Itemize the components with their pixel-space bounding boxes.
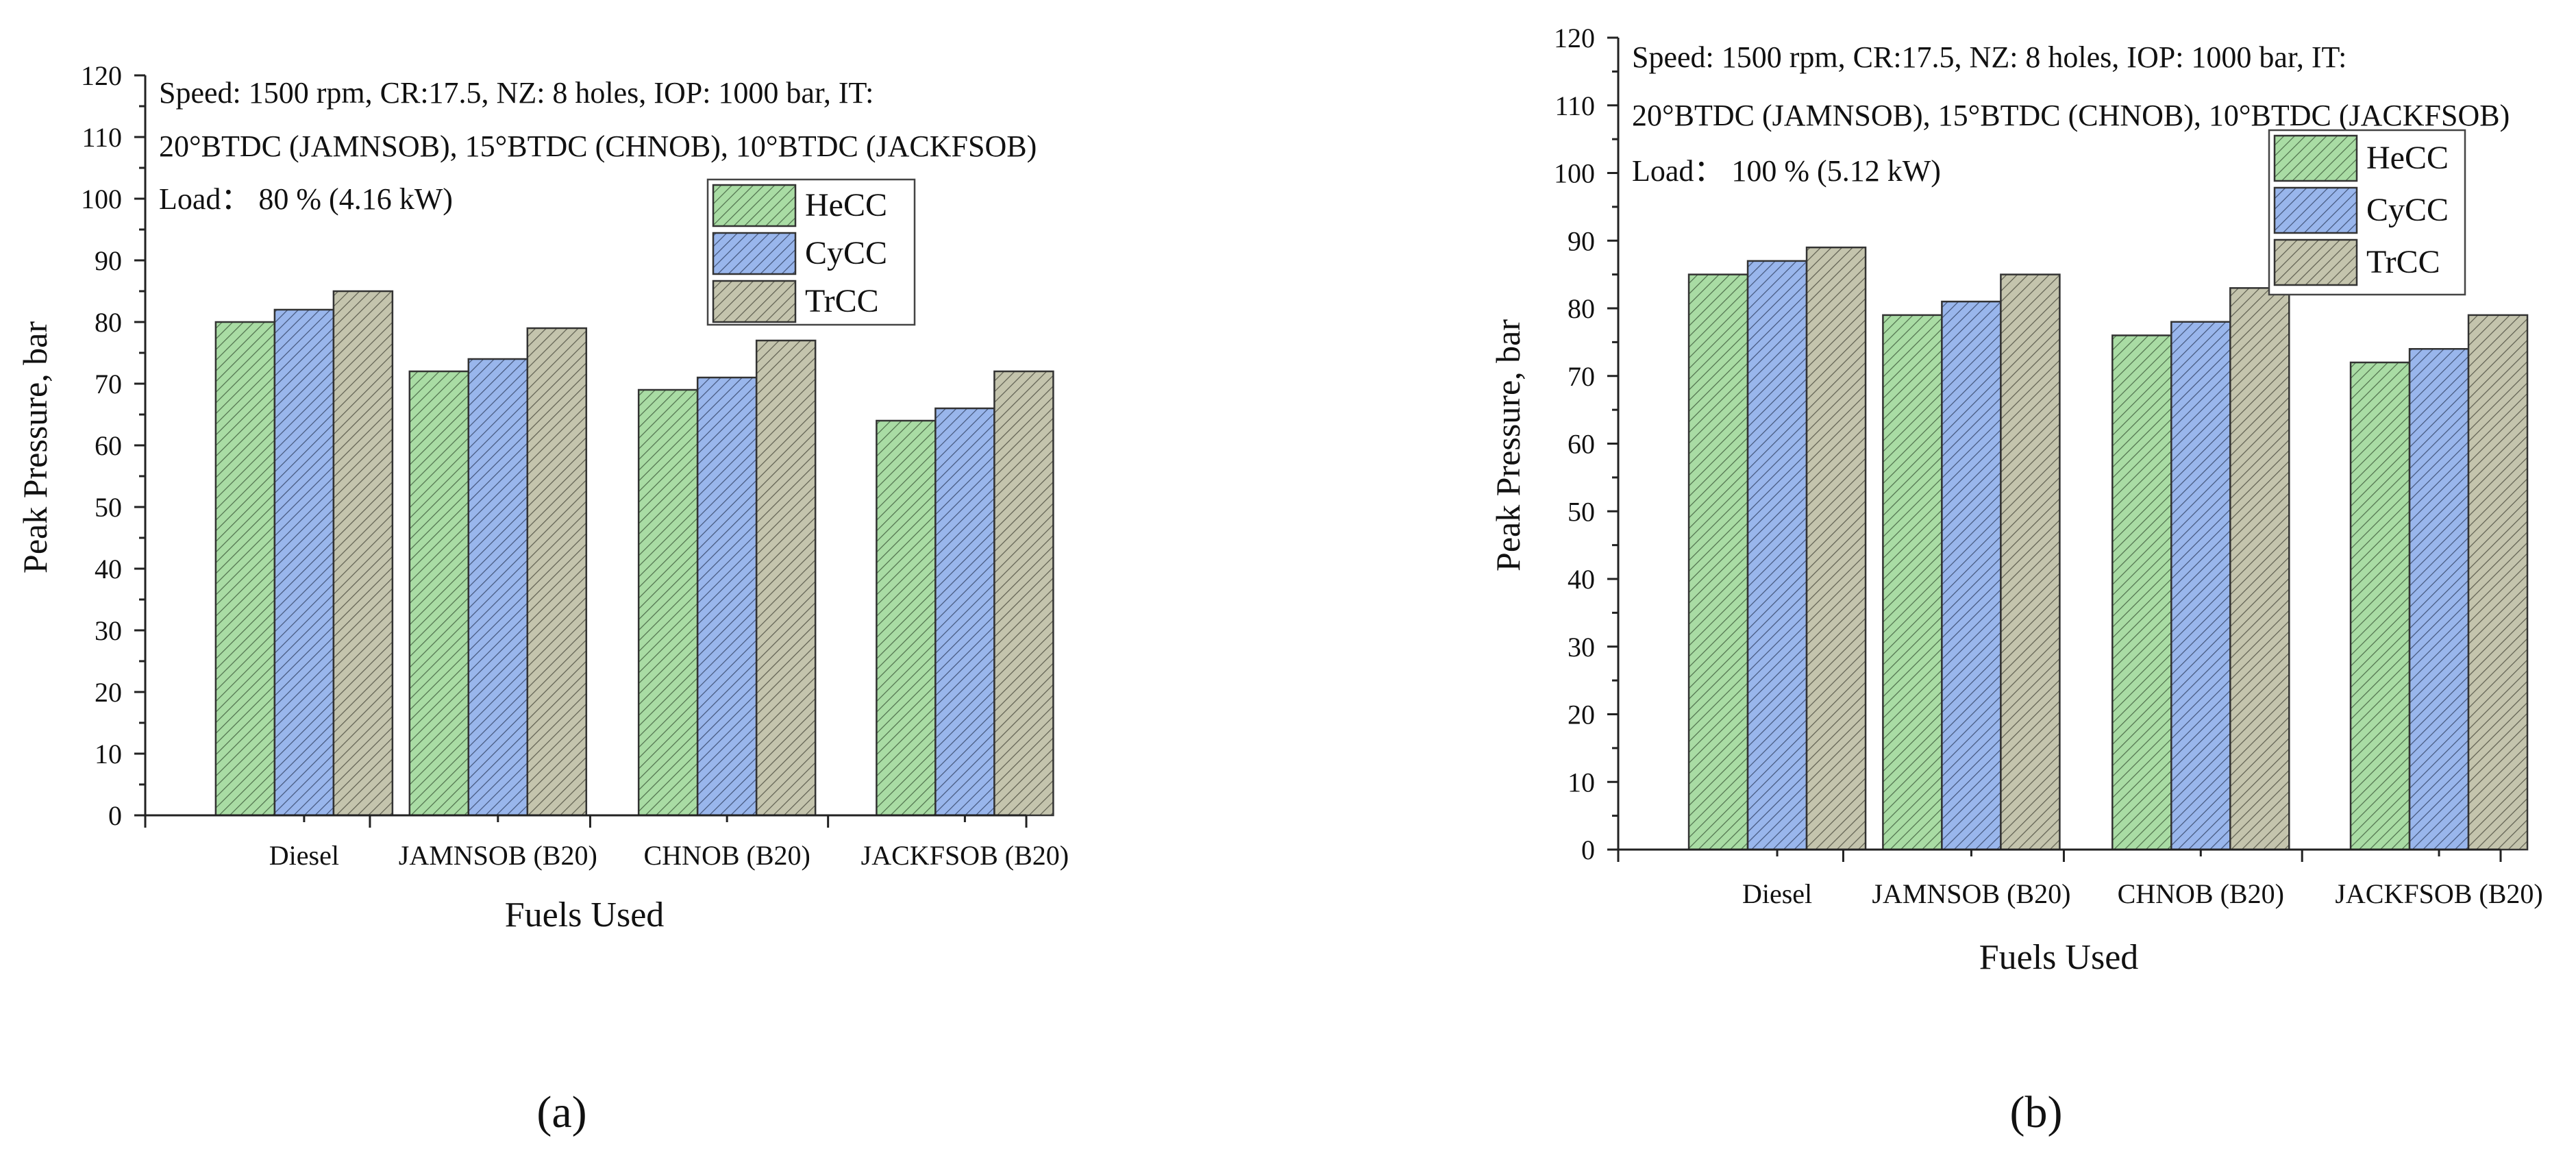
y-tick-label: 110 [1555, 90, 1595, 121]
y-tick-label: 40 [95, 554, 122, 584]
bar-trcc-0 [332, 290, 394, 817]
bar-trcc-2 [2229, 287, 2290, 851]
y-tick-label: 0 [108, 800, 122, 831]
y-tick-label: 110 [82, 122, 122, 153]
y-tick-label: 50 [1568, 496, 1595, 527]
y-tick-label: 70 [1568, 361, 1595, 392]
bar-cycc-0 [273, 308, 335, 817]
y-tick-label: 100 [1554, 158, 1595, 189]
x-tick-label: JAMNSOB (B20) [1872, 878, 2070, 909]
bar-trcc-2 [755, 339, 817, 817]
x-tick-label: Diesel [1742, 878, 1812, 909]
y-tick-label: 100 [81, 184, 122, 214]
bar-trcc-3 [2467, 314, 2529, 851]
x-tick-label: CHNOB (B20) [643, 840, 810, 871]
y-tick-label: 20 [1568, 700, 1595, 730]
y-tick-label: 80 [1568, 293, 1595, 324]
bar-hecc-1 [1882, 314, 1943, 851]
bar-hecc-2 [2111, 334, 2172, 851]
x-axis-label: Fuels Used [1979, 938, 2139, 977]
annotation-line-3: Load： 80 % (4.16 kW) [159, 182, 453, 216]
bar-hecc-0 [1687, 273, 1749, 851]
y-tick-label: 30 [1568, 632, 1595, 663]
legend-swatch-hecc [712, 184, 797, 227]
y-tick-label: 120 [1554, 23, 1595, 53]
annotation-line-2: 20°BTDC (JAMNSOB), 15°BTDC (CHNOB), 10°B… [159, 129, 1037, 163]
legend-label-hecc: HeCC [805, 187, 887, 223]
y-tick-label: 90 [1568, 225, 1595, 256]
bar-hecc-3 [2349, 361, 2411, 851]
y-tick-label: 60 [1568, 429, 1595, 460]
bar-hecc-0 [214, 321, 276, 817]
y-tick-label: 80 [95, 307, 122, 338]
y-tick-label: 10 [95, 739, 122, 769]
bar-trcc-3 [993, 370, 1054, 817]
legend-label-cycc: CyCC [2366, 192, 2449, 228]
bar-cycc-1 [467, 358, 529, 817]
x-axis-label: Fuels Used [505, 895, 665, 935]
legend-label-trcc: TrCC [2366, 244, 2440, 280]
x-tick-label: JACKFSOB (B20) [861, 840, 1069, 871]
y-tick-label: 40 [1568, 564, 1595, 595]
bar-hecc-3 [876, 419, 937, 817]
annotation-line-2: 20°BTDC (JAMNSOB), 15°BTDC (CHNOB), 10°B… [1632, 99, 2510, 132]
y-axis-label: Peak Pressure, bar [1489, 319, 1527, 571]
annotation-line-3: Load： 100 % (5.12 kW) [1632, 154, 1941, 188]
x-tick-label: JACKFSOB (B20) [2335, 878, 2542, 909]
bar-hecc-1 [408, 370, 470, 817]
y-tick-label: 20 [95, 677, 122, 708]
annotation-line-1: Speed: 1500 rpm, CR:17.5, NZ: 8 holes, I… [1632, 40, 2346, 74]
bar-trcc-1 [2000, 273, 2061, 851]
y-axis-label: Peak Pressure, bar [16, 321, 54, 573]
bar-hecc-2 [637, 388, 699, 817]
x-tick-label: Diesel [269, 840, 339, 871]
y-tick-label: 50 [95, 492, 122, 523]
legend-swatch-cycc [2273, 186, 2358, 234]
x-tick-label: CHNOB (B20) [2118, 878, 2284, 909]
y-tick-label: 10 [1568, 767, 1595, 798]
chart-panel-b: Speed: 1500 rpm, CR:17.5, NZ: 8 holes, I… [1489, 23, 2543, 1137]
annotation-line-1: Speed: 1500 rpm, CR:17.5, NZ: 8 holes, I… [159, 76, 874, 110]
panel-label-a: (a) [536, 1087, 586, 1137]
legend-label-hecc: HeCC [2366, 140, 2449, 176]
y-tick-label: 70 [95, 369, 122, 399]
legend-swatch-hecc [2273, 134, 2358, 182]
bar-cycc-3 [934, 407, 995, 817]
bar-cycc-2 [2170, 321, 2231, 851]
y-tick-label: 30 [95, 615, 122, 646]
legend-swatch-trcc [2273, 238, 2358, 286]
panel-label-b: (b) [2010, 1087, 2063, 1137]
legend-swatch-trcc [712, 280, 797, 323]
bar-trcc-1 [526, 327, 588, 817]
y-tick-label: 90 [95, 245, 122, 276]
legend-label-trcc: TrCC [805, 283, 879, 319]
y-tick-label: 60 [95, 430, 122, 461]
chart-panel-a: Speed: 1500 rpm, CR:17.5, NZ: 8 holes, I… [16, 60, 1069, 1137]
bar-cycc-3 [2408, 348, 2470, 851]
bar-trcc-0 [1805, 246, 1867, 851]
legend-label-cycc: CyCC [805, 235, 887, 271]
x-tick-label: JAMNSOB (B20) [399, 840, 597, 871]
y-tick-label: 120 [81, 60, 122, 91]
y-tick-label: 0 [1581, 835, 1595, 865]
bar-cycc-0 [1746, 260, 1808, 851]
legend-swatch-cycc [712, 232, 797, 275]
bar-cycc-2 [696, 376, 758, 817]
bar-cycc-1 [1941, 300, 2002, 851]
